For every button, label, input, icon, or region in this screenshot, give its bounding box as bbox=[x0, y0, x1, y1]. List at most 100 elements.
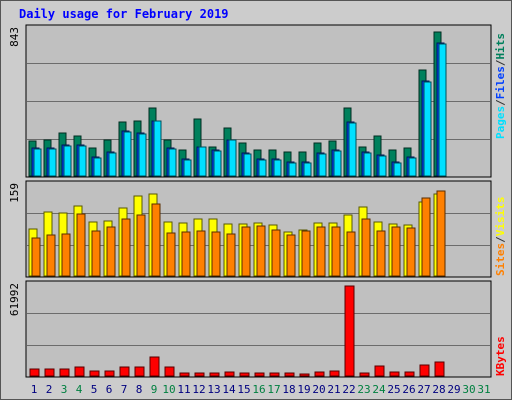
bar-pages-day-3 bbox=[63, 145, 72, 177]
bar-pages-day-7 bbox=[123, 131, 132, 177]
x-tick-label-day-1: 1 bbox=[31, 383, 38, 396]
bar-kbytes-day-2 bbox=[44, 368, 55, 377]
bar-pages-day-10 bbox=[168, 148, 177, 177]
bar-sites-day-12 bbox=[196, 230, 206, 277]
legend-entry: / bbox=[494, 236, 507, 243]
bar-pages-day-13 bbox=[213, 150, 222, 177]
bar-kbytes-day-28 bbox=[434, 361, 445, 377]
bar-pages-day-2 bbox=[48, 148, 57, 177]
bar-kbytes-day-6 bbox=[104, 370, 115, 377]
bar-kbytes-day-4 bbox=[74, 366, 85, 377]
x-tick-label-day-18: 18 bbox=[282, 383, 295, 396]
legend-kbytes: KBytes bbox=[494, 336, 507, 376]
bar-kbytes-day-19 bbox=[299, 373, 310, 377]
bar-pages-day-16 bbox=[258, 159, 267, 177]
bar-kbytes-day-23 bbox=[359, 372, 370, 377]
bar-pages-day-18 bbox=[288, 162, 297, 177]
x-tick-label-day-10: 10 bbox=[162, 383, 175, 396]
legend-entry: / bbox=[494, 59, 507, 66]
legend-entry: KBytes bbox=[494, 336, 507, 376]
bar-pages-day-8 bbox=[138, 133, 147, 177]
bar-pages-day-23 bbox=[363, 152, 372, 177]
bar-kbytes-day-8 bbox=[134, 366, 145, 377]
bar-pages-day-26 bbox=[408, 157, 417, 177]
bar-kbytes-day-22 bbox=[344, 285, 355, 377]
bar-sites-day-15 bbox=[241, 226, 251, 277]
bar-kbytes-day-7 bbox=[119, 366, 130, 377]
bar-sites-day-14 bbox=[226, 233, 236, 277]
bar-sites-day-3 bbox=[61, 233, 71, 277]
bar-sites-day-16 bbox=[256, 225, 266, 277]
bar-sites-day-25 bbox=[391, 226, 401, 277]
bar-kbytes-day-9 bbox=[149, 356, 160, 377]
bar-sites-day-13 bbox=[211, 231, 221, 277]
bar-sites-day-8 bbox=[136, 214, 146, 277]
bar-pages-day-20 bbox=[318, 153, 327, 177]
chart-title: Daily usage for February 2019 bbox=[19, 7, 229, 21]
legend-entry: Visits bbox=[494, 197, 507, 237]
bar-sites-day-7 bbox=[121, 218, 131, 277]
x-tick-label-day-17: 17 bbox=[267, 383, 280, 396]
y-max-label-kbytes: 61992 bbox=[8, 283, 21, 316]
bar-pages-day-12 bbox=[198, 146, 207, 177]
x-tick-label-day-12: 12 bbox=[192, 383, 205, 396]
bar-sites-day-17 bbox=[271, 229, 281, 277]
bar-pages-day-4 bbox=[78, 145, 87, 177]
bar-pages-day-6 bbox=[108, 152, 117, 177]
x-tick-label-day-16: 16 bbox=[252, 383, 265, 396]
bar-sites-day-27 bbox=[421, 197, 431, 277]
bar-sites-day-19 bbox=[301, 230, 311, 277]
bar-sites-day-24 bbox=[376, 230, 386, 277]
y-max-label-visits-sites: 159 bbox=[8, 183, 21, 203]
bar-pages-day-5 bbox=[93, 157, 102, 177]
bar-pages-day-9 bbox=[153, 120, 162, 177]
x-tick-label-day-23: 23 bbox=[357, 383, 370, 396]
bar-sites-day-6 bbox=[106, 226, 116, 277]
bar-sites-day-28 bbox=[436, 190, 446, 277]
bar-pages-day-15 bbox=[243, 153, 252, 177]
legend-entry: Sites bbox=[494, 243, 507, 276]
x-tick-label-day-9: 9 bbox=[151, 383, 158, 396]
x-tick-label-day-5: 5 bbox=[91, 383, 98, 396]
legend-entry: Hits bbox=[494, 33, 507, 60]
panel-kbytes bbox=[25, 280, 492, 378]
legend-entry: Pages bbox=[494, 106, 507, 139]
x-tick-label-day-30: 30 bbox=[462, 383, 475, 396]
bar-sites-day-11 bbox=[181, 231, 191, 277]
bar-sites-day-18 bbox=[286, 234, 296, 277]
bar-kbytes-day-14 bbox=[224, 371, 235, 377]
bar-kbytes-day-16 bbox=[254, 372, 265, 377]
bar-kbytes-day-13 bbox=[209, 372, 220, 377]
bar-pages-day-27 bbox=[423, 81, 432, 177]
bar-kbytes-day-3 bbox=[59, 368, 70, 377]
bar-pages-day-22 bbox=[348, 122, 357, 177]
legend-entry: / bbox=[494, 99, 507, 106]
bar-sites-day-2 bbox=[46, 234, 56, 277]
bar-kbytes-day-20 bbox=[314, 371, 325, 377]
x-tick-label-day-27: 27 bbox=[417, 383, 430, 396]
bar-kbytes-day-1 bbox=[29, 368, 40, 377]
legend-entry: Files bbox=[494, 66, 507, 99]
bar-kbytes-day-5 bbox=[89, 370, 100, 377]
bar-sites-day-21 bbox=[331, 226, 341, 277]
x-tick-label-day-4: 4 bbox=[76, 383, 83, 396]
bar-pages-day-1 bbox=[33, 148, 42, 177]
x-tick-label-day-8: 8 bbox=[136, 383, 143, 396]
x-tick-label-day-13: 13 bbox=[207, 383, 220, 396]
bar-kbytes-day-11 bbox=[179, 372, 190, 377]
bar-pages-day-28 bbox=[438, 43, 447, 177]
bar-sites-day-23 bbox=[361, 218, 371, 277]
x-tick-label-day-24: 24 bbox=[372, 383, 386, 396]
x-tick-label-day-26: 26 bbox=[402, 383, 415, 396]
bar-kbytes-day-17 bbox=[269, 372, 280, 377]
legend-hits-files-pages: Pages/Files/Hits bbox=[494, 33, 507, 139]
bar-pages-day-25 bbox=[393, 162, 402, 177]
bar-sites-day-9 bbox=[151, 203, 161, 277]
x-tick-label-day-15: 15 bbox=[237, 383, 250, 396]
bar-pages-day-24 bbox=[378, 155, 387, 177]
bar-kbytes-day-26 bbox=[404, 371, 415, 377]
bar-sites-day-4 bbox=[76, 213, 86, 277]
x-tick-label-day-2: 2 bbox=[46, 383, 53, 396]
bar-kbytes-day-18 bbox=[284, 372, 295, 377]
